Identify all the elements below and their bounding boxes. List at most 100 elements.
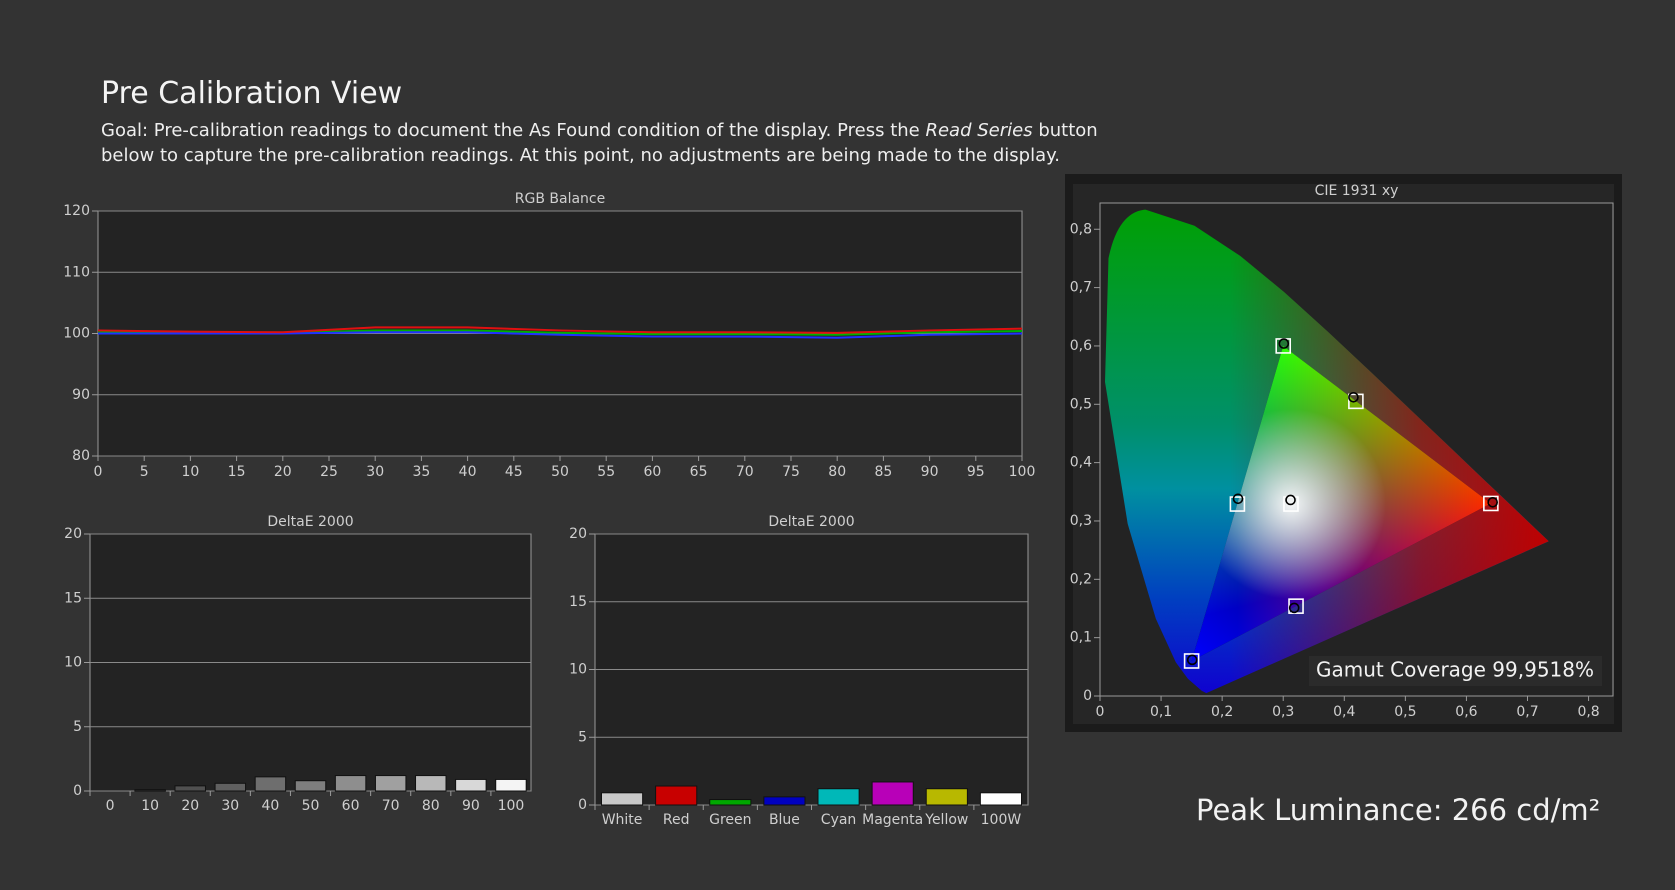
x-tick-label: 0,2 (1211, 704, 1233, 720)
x-tick-label: 75 (782, 464, 800, 480)
x-tick-label: 15 (228, 464, 246, 480)
x-tick-label: Magenta (862, 812, 923, 828)
x-tick-label: 0,4 (1333, 704, 1355, 720)
y-tick-label: 0,6 (1070, 338, 1092, 354)
bar (214, 782, 247, 792)
y-tick-label: 10 (569, 662, 587, 678)
bar (415, 775, 447, 792)
x-tick-label: 65 (690, 464, 708, 480)
peak-luminance: Peak Luminance: 266 cd/m² (1196, 793, 1600, 827)
goal-emphasis: Read Series (925, 120, 1033, 141)
y-tick-label: 0 (73, 783, 82, 799)
y-tick-label: 0,1 (1070, 630, 1092, 646)
annotation-box (1309, 656, 1602, 686)
y-tick-label: 110 (63, 264, 90, 280)
bar (979, 792, 1023, 806)
x-tick-label: 10 (181, 464, 199, 480)
target-marker (1288, 598, 1304, 614)
x-tick-label: 0 (94, 464, 103, 480)
x-tick-label: 0,1 (1150, 704, 1172, 720)
measured-marker (1232, 493, 1244, 505)
x-tick-label: Yellow (924, 812, 968, 828)
measured-marker (1348, 391, 1359, 403)
bar (817, 788, 860, 806)
x-tick-label: 80 (422, 798, 440, 814)
bar (763, 796, 806, 806)
x-tick-label: 60 (342, 798, 360, 814)
series-line (98, 331, 1023, 339)
x-tick-label: 60 (643, 464, 661, 480)
series-line (97, 326, 1023, 334)
goal-suffix: button below to capture the pre-calibrat… (101, 120, 1098, 166)
goal-text: Goal: Pre-calibration readings to docume… (101, 118, 1121, 168)
bar (709, 799, 752, 806)
x-tick-label: 30 (221, 798, 239, 814)
y-tick-label: 0,3 (1070, 513, 1092, 529)
target-marker (1183, 653, 1200, 669)
y-tick-label: 5 (73, 719, 82, 735)
x-tick-label: 90 (462, 798, 480, 814)
x-tick-label: 100 (1009, 464, 1036, 480)
gamut-coverage: Gamut Coverage 99,9518% (1316, 658, 1594, 682)
bar (495, 778, 527, 792)
y-tick-label: 5 (578, 729, 587, 745)
bar (455, 778, 487, 792)
x-tick-label: Red (663, 812, 690, 828)
x-tick-label: 100 (498, 798, 525, 814)
y-tick-label: 20 (569, 526, 587, 542)
y-tick-label: 120 (63, 203, 90, 219)
goal-prefix: Goal: Pre-calibration readings to docume… (101, 120, 926, 141)
x-tick-label: 0 (106, 798, 115, 814)
x-tick-label: 70 (736, 464, 754, 480)
y-tick-label: 15 (569, 594, 587, 610)
y-tick-label: 10 (64, 655, 82, 671)
bar (374, 775, 407, 792)
x-tick-label: 25 (320, 464, 338, 480)
x-tick-label: 30 (366, 464, 384, 480)
x-tick-label: 90 (921, 464, 939, 480)
x-tick-label: 0,5 (1394, 704, 1416, 720)
x-tick-label: Green (709, 812, 751, 828)
x-tick-label: 20 (181, 798, 199, 814)
bar (294, 780, 327, 792)
bar (174, 785, 206, 792)
x-tick-label: 0,8 (1577, 704, 1599, 720)
measured-marker (1186, 654, 1198, 666)
measured-marker (1285, 494, 1296, 506)
measured-marker (1487, 497, 1498, 508)
measured-marker (1288, 602, 1300, 614)
x-tick-label: 40 (459, 464, 477, 480)
bar (254, 776, 287, 792)
y-tick-label: 20 (64, 526, 82, 542)
chart-title: CIE 1931 xy (1315, 183, 1399, 199)
y-tick-label: 100 (63, 326, 90, 342)
x-tick-label: 0 (1096, 704, 1105, 720)
y-tick-label: 0,5 (1070, 396, 1092, 412)
x-tick-label: 0,6 (1455, 704, 1477, 720)
x-tick-label: 45 (505, 464, 523, 480)
x-tick-label: 55 (597, 464, 615, 480)
x-tick-label: 80 (828, 464, 846, 480)
x-tick-label: 5 (140, 464, 149, 480)
target-marker (1283, 496, 1299, 512)
x-tick-label: 35 (412, 464, 430, 480)
measured-marker (1278, 338, 1290, 349)
chart-title: RGB Balance (515, 191, 605, 207)
target-marker (1348, 393, 1364, 410)
bar (334, 775, 367, 792)
bar (600, 792, 644, 806)
x-tick-label: 95 (967, 464, 985, 480)
y-tick-label: 15 (64, 590, 82, 606)
y-tick-label: 0,2 (1070, 571, 1092, 587)
chart-title: DeltaE 2000 (267, 514, 353, 530)
y-tick-label: 0,4 (1070, 455, 1092, 471)
y-tick-label: 0 (1083, 688, 1092, 704)
target-marker (1229, 496, 1246, 512)
x-tick-label: 100W (981, 812, 1022, 828)
y-tick-label: 80 (72, 448, 90, 464)
x-tick-label: Cyan (821, 812, 857, 828)
x-tick-label: Blue (769, 812, 800, 828)
